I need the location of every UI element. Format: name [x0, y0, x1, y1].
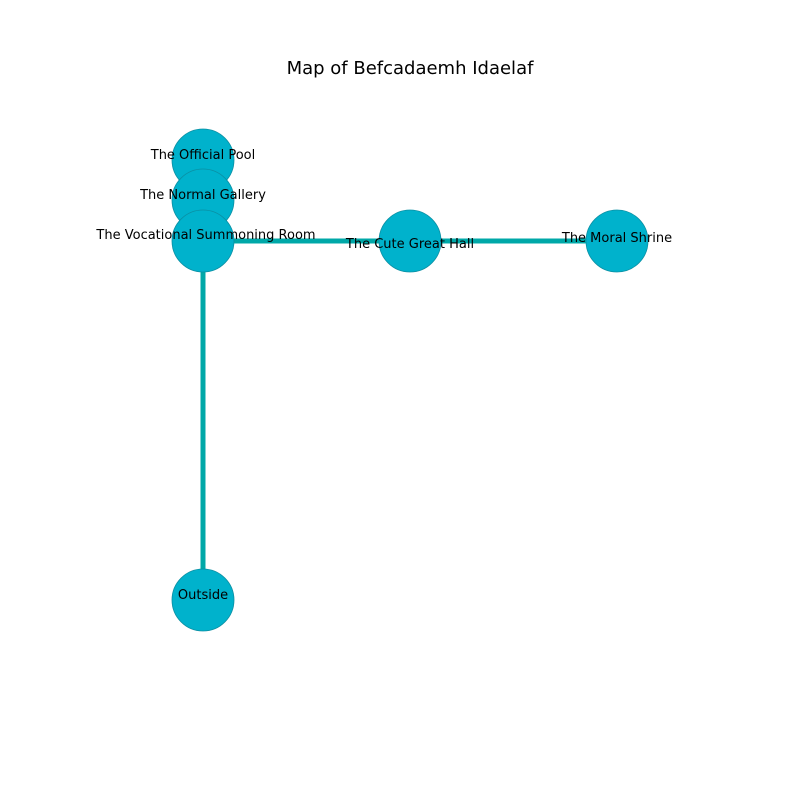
room-label-vocational_summoning_room: The Vocational Summoning Room: [95, 228, 315, 243]
rooms-layer: [171, 128, 649, 632]
map-title: Map of Befcadaemh Idaelaf: [287, 58, 535, 79]
room-label-official_pool: The Official Pool: [150, 148, 255, 163]
room-labels-layer: The Official Pool The Normal Gallery The V…: [95, 148, 672, 603]
room-node-outside: [171, 568, 235, 632]
room-label-moral_shrine: The Moral Shrine: [561, 231, 672, 246]
connections-layer: [200, 238, 617, 600]
room-node-moral_shrine: [585, 209, 649, 273]
room-label-outside: Outside: [178, 588, 228, 603]
room-label-normal_gallery: The Normal Gallery: [139, 188, 266, 203]
room-node-vocational_summoning_room: [171, 209, 235, 273]
room-label-cute_great_hall: The Cute Great Hall: [345, 237, 474, 252]
room-node-cute_great_hall: [378, 209, 442, 273]
